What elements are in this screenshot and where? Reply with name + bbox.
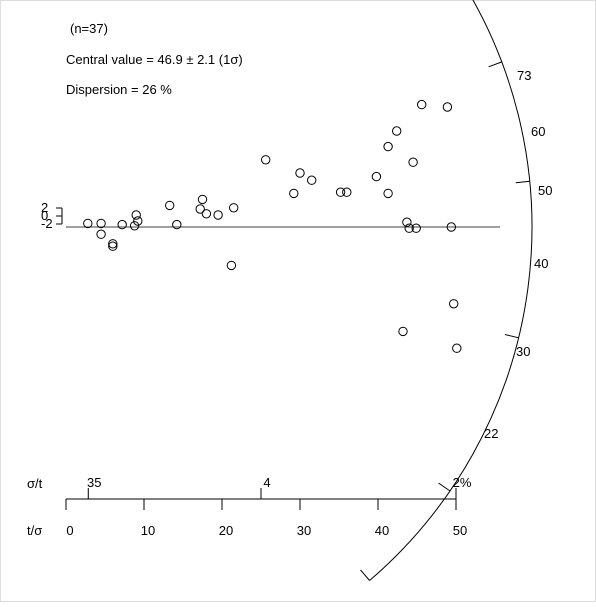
data-point <box>83 218 93 229</box>
data-point <box>335 187 346 197</box>
relative-error-tick-label: 2% <box>453 475 472 490</box>
data-points <box>83 99 462 353</box>
data-point <box>383 141 393 152</box>
se-tick-label: 0 <box>41 208 48 223</box>
data-point <box>197 194 208 205</box>
data-point <box>131 210 141 220</box>
precision-axis-label: t/σ <box>27 523 42 538</box>
radial-tick <box>515 180 530 184</box>
precision-tick-label: 50 <box>453 523 467 538</box>
precision-tick-label: 0 <box>66 523 73 538</box>
data-point <box>96 218 106 229</box>
data-point <box>417 99 427 110</box>
data-point <box>96 229 106 239</box>
data-point <box>402 217 412 227</box>
data-point <box>307 175 317 185</box>
data-point <box>289 188 299 199</box>
relative-error-axis-label: σ/t <box>27 476 43 491</box>
data-point <box>383 188 393 199</box>
se-tick-label: 2 <box>41 200 48 215</box>
dispersion-annotation: Dispersion = 26 % <box>66 82 172 97</box>
data-point <box>195 204 205 214</box>
relative-error-tick-label: 35 <box>87 475 101 490</box>
data-point <box>452 343 462 353</box>
data-point <box>295 168 305 178</box>
radial-tick <box>504 334 519 339</box>
radial-tick-label: 30 <box>516 344 530 359</box>
radial-axis: 73 22 60 50 40 30 <box>360 0 552 581</box>
radial-axis-arc <box>369 0 533 581</box>
data-point <box>226 260 237 271</box>
data-point <box>213 210 223 220</box>
data-point <box>342 187 352 197</box>
data-point <box>117 219 127 230</box>
data-point <box>446 222 456 232</box>
relative-error-tick-label: 4 <box>263 475 270 490</box>
radial-tick-label: 40 <box>534 256 548 271</box>
data-point <box>133 216 143 226</box>
data-point <box>129 221 140 231</box>
radial-tick <box>488 61 502 68</box>
radial-label-bottom: 22 <box>484 426 498 441</box>
data-point <box>229 203 239 213</box>
data-point <box>398 326 408 337</box>
data-point <box>449 299 459 309</box>
data-point <box>442 102 453 112</box>
se-tick-label: -2 <box>41 216 53 231</box>
data-point <box>172 219 182 230</box>
data-point <box>108 239 118 249</box>
precision-tick-label: 40 <box>375 523 389 538</box>
radial-tick <box>360 569 370 581</box>
data-point <box>392 126 402 136</box>
radial-label-top: 73 <box>517 68 531 83</box>
data-point <box>404 223 414 233</box>
precision-tick-label: 10 <box>141 523 155 538</box>
precision-tick-label: 20 <box>219 523 233 538</box>
radial-tick-label: 60 <box>531 124 545 139</box>
data-point <box>261 155 271 165</box>
n-annotation: (n=37) <box>70 21 108 36</box>
data-point <box>201 209 212 219</box>
data-point <box>371 171 382 182</box>
data-point <box>108 241 118 251</box>
bottom-axes: σ/t t/σ 0 10 20 30 40 50 35 4 2% <box>27 475 472 538</box>
standard-estimate-scale: 20-2 <box>41 200 63 231</box>
precision-tick-label: 30 <box>297 523 311 538</box>
radial-tick-label: 50 <box>538 183 552 198</box>
central-value-annotation: Central value = 46.9 ± 2.1 (1σ) <box>66 52 243 67</box>
data-point <box>408 157 418 167</box>
data-point <box>411 223 421 233</box>
radial-tick <box>438 482 451 492</box>
data-point <box>165 200 175 211</box>
